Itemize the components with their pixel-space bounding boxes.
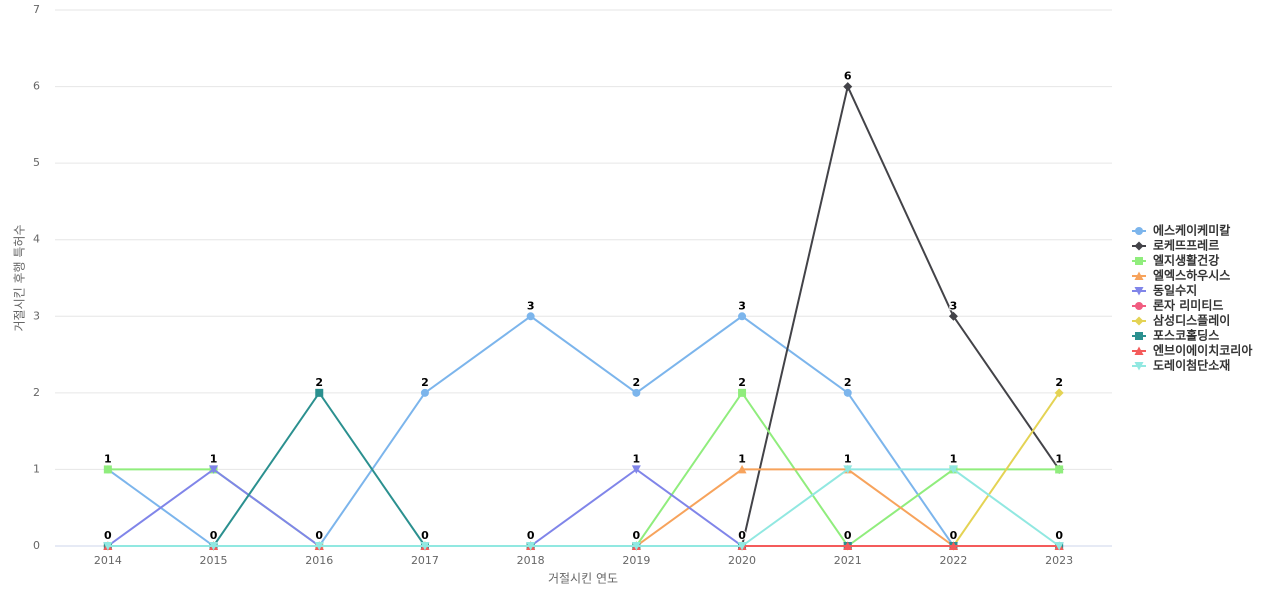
legend-symbol — [1135, 257, 1143, 265]
data-point — [103, 542, 113, 551]
y-tick-label: 6 — [33, 80, 40, 93]
data-point — [843, 541, 853, 550]
legend-symbol — [1134, 362, 1144, 371]
data-label: 2 — [633, 376, 641, 389]
y-tick-label: 7 — [33, 3, 40, 16]
series-line — [107, 315, 1060, 547]
x-tick-label: 2015 — [200, 554, 228, 567]
data-point — [631, 542, 641, 551]
y-axis-title: 거절시킨 후행 특허수 — [12, 225, 27, 332]
legend-symbol — [1134, 287, 1144, 296]
data-point — [420, 388, 429, 397]
legend-label: 삼성디스플레이 — [1153, 313, 1230, 328]
data-label: 1 — [104, 452, 112, 465]
data-label: 2 — [1055, 376, 1063, 389]
legend-symbol — [1135, 332, 1143, 340]
x-axis-title: 거절시킨 연도 — [548, 572, 618, 586]
legend-label: 로케뜨프레르 — [1153, 238, 1219, 253]
data-label: 3 — [950, 299, 958, 312]
y-tick-label: 0 — [33, 539, 40, 552]
x-tick-label: 2018 — [517, 554, 545, 567]
data-point — [843, 465, 853, 474]
legend-label: 에스케이케미칼 — [1153, 223, 1230, 238]
x-tick-label: 2021 — [834, 554, 862, 567]
y-tick-label: 4 — [33, 233, 40, 246]
data-point — [209, 465, 219, 474]
data-point — [737, 542, 747, 551]
legend-label: 엘엑스하우시스 — [1153, 268, 1230, 283]
data-point — [1054, 388, 1064, 398]
data-label: 6 — [844, 70, 852, 83]
data-point — [738, 388, 747, 397]
data-label: 2 — [844, 376, 852, 389]
y-tick-label: 3 — [33, 309, 40, 322]
data-label: 0 — [421, 529, 429, 542]
data-point — [209, 542, 219, 551]
data-point — [948, 311, 958, 321]
y-tick-label: 5 — [33, 156, 40, 169]
legend-symbol — [1134, 241, 1144, 251]
data-point — [1055, 465, 1064, 474]
x-tick-label: 2019 — [622, 554, 650, 567]
legend-label: 론자 리미티드 — [1153, 298, 1223, 313]
data-label: 0 — [844, 529, 852, 542]
x-tick-label: 2017 — [411, 554, 439, 567]
data-label: 0 — [950, 529, 958, 542]
series-line — [107, 468, 1060, 547]
legend-symbol — [1134, 271, 1144, 280]
data-point — [103, 465, 112, 474]
data-point — [314, 542, 324, 551]
x-tick-label: 2020 — [728, 554, 756, 567]
data-label: 0 — [1055, 529, 1063, 542]
data-label: 3 — [738, 299, 746, 312]
data-label: 0 — [527, 529, 535, 542]
legend-symbol — [1134, 346, 1144, 355]
data-label: 1 — [844, 452, 852, 465]
x-tick-label: 2023 — [1045, 554, 1073, 567]
data-label: 1 — [1055, 452, 1063, 465]
legend-symbol — [1135, 302, 1143, 310]
data-label: 1 — [950, 452, 958, 465]
data-point — [737, 464, 747, 474]
data-point — [948, 465, 958, 474]
data-label: 1 — [738, 452, 746, 465]
data-point — [948, 541, 958, 550]
legend-label: 엘지생활건강 — [1153, 253, 1219, 268]
legend-label: 엔브이에이치코리아 — [1153, 343, 1252, 358]
data-point — [526, 312, 535, 321]
data-point — [420, 542, 430, 551]
data-point — [1054, 542, 1064, 551]
data-point — [843, 388, 852, 397]
data-point — [526, 542, 536, 551]
data-label: 0 — [738, 529, 746, 542]
data-label: 2 — [738, 376, 746, 389]
x-tick-label: 2022 — [939, 554, 967, 567]
data-label: 0 — [210, 529, 218, 542]
data-point — [843, 82, 853, 92]
data-label: 2 — [315, 376, 323, 389]
data-point — [632, 388, 641, 397]
data-point — [631, 465, 641, 474]
data-label: 0 — [633, 529, 641, 542]
legend-symbol — [1135, 227, 1143, 235]
data-label: 1 — [210, 452, 218, 465]
legend-label: 포스코홀딩스 — [1153, 328, 1219, 343]
x-tick-label: 2014 — [94, 554, 122, 567]
x-tick-label: 2016 — [305, 554, 333, 567]
data-label: 2 — [421, 376, 429, 389]
legend-label: 도레이첨단소재 — [1153, 358, 1230, 373]
data-label: 0 — [104, 529, 112, 542]
data-label: 0 — [315, 529, 323, 542]
data-point — [738, 312, 747, 321]
data-point — [315, 388, 324, 397]
data-label: 1 — [633, 452, 641, 465]
y-tick-label: 2 — [33, 386, 40, 399]
data-label: 3 — [527, 299, 535, 312]
y-tick-label: 1 — [33, 462, 40, 475]
legend-label: 동일수지 — [1153, 283, 1197, 298]
legend-symbol — [1134, 316, 1144, 326]
series-line — [107, 468, 1060, 547]
